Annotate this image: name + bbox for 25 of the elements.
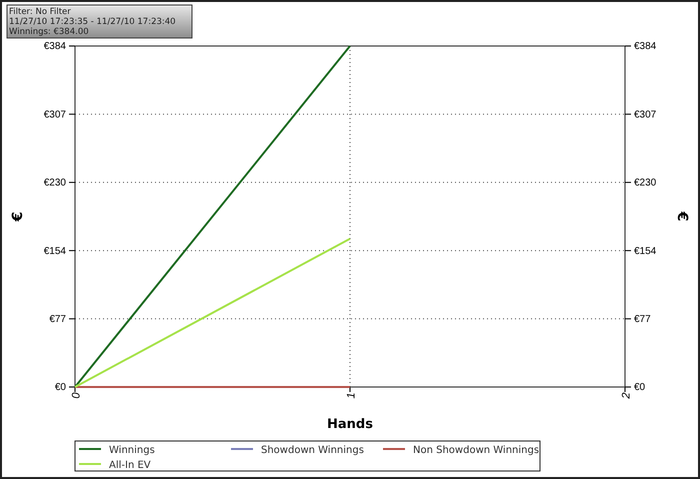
x-tick-label: 0 [70,392,83,399]
y2-tick-label: €230 [634,178,657,189]
y2-tick-label: €307 [634,109,657,120]
y2-axis-title: € [674,210,690,222]
text: Winnings: €384.00 [9,27,89,37]
y-tick-label: €77 [49,314,66,325]
y-tick-label: €307 [44,109,66,120]
y-axis-title: € [10,212,26,222]
y-tick-label: €230 [44,178,66,189]
y2-tick-label: €77 [634,314,652,325]
legend-label: All-In EV [109,460,151,471]
x-tick-label: 1 [346,392,358,399]
legend-label: Winnings [109,445,155,456]
y-tick-label: €0 [54,382,66,394]
x-tick-label: 2 [620,392,633,400]
y-tick-label: €154 [44,246,66,257]
legend-label: Showdown Winnings [261,445,364,456]
y2-tick-label: €384 [634,41,657,52]
x-axis-title: Hands [327,417,374,432]
y2-tick-label: €0 [634,382,646,394]
y2-tick-label: €154 [634,246,657,257]
legend-label: Non Showdown Winnings [413,445,540,456]
text: Filter: No Filter [9,7,72,17]
y-tick-label: €384 [44,41,66,52]
text: 11/27/10 17:23:35 - 11/27/10 17:23:40 [9,17,176,27]
